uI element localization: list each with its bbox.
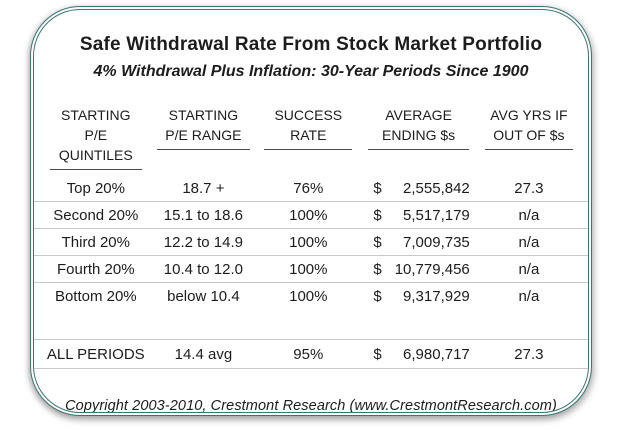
cell-average-ending-value: 6,980,717: [403, 345, 470, 363]
column-header-line2: RATE: [290, 127, 327, 143]
table-card-inner-border: Safe Withdrawal Rate From Stock Market P…: [33, 9, 589, 413]
cell-average-ending: $ 9,317,929: [359, 283, 477, 310]
table-card: Safe Withdrawal Rate From Stock Market P…: [30, 6, 592, 416]
column-header-line2: QUINTILES: [58, 147, 133, 163]
dollar-sign: $: [373, 233, 382, 251]
cell-avg-yrs-out: n/a: [518, 260, 540, 278]
dollar-sign: $: [373, 288, 382, 305]
cell-pe-range: 12.2 to 14.9: [163, 233, 243, 251]
column-header-line1: STARTING P/E: [61, 107, 131, 143]
dollar-sign: $: [373, 345, 382, 363]
cell-average-ending-value: 2,555,842: [403, 179, 470, 197]
column-header-line1: AVERAGE: [385, 107, 452, 123]
cell-success-rate: 100%: [289, 288, 328, 305]
dollar-sign: $: [373, 179, 382, 197]
cell-pe-range: 14.4 avg: [174, 345, 233, 363]
data-table: STARTING P/E QUINTILES STARTING P/E RANG…: [34, 105, 588, 369]
cell-average-ending-value: 10,779,456: [394, 260, 470, 278]
table-row-bottom-20: Bottom 20% below 10.4 100% $ 9,317,929 n…: [34, 283, 588, 310]
copyright-text: Copyright 2003-2010, Crestmont Research …: [65, 398, 557, 413]
cell-success-rate: 76%: [293, 179, 324, 197]
cell-pe-range: 18.7 +: [182, 179, 225, 197]
cell-average-ending-value: 9,317,929: [403, 288, 470, 305]
table-row-top-20: Top 20% 18.7 + 76% $ 2,555,842 27.3: [34, 175, 588, 202]
column-header-line1: SUCCESS: [274, 107, 343, 123]
spacer-row: [34, 310, 588, 339]
column-header-avg-yrs-out: AVG YRS IF OUT OF $s: [478, 105, 580, 170]
cell-pe-range: 10.4 to 12.0: [163, 260, 243, 278]
cell-average-ending-value: 7,009,735: [403, 233, 470, 251]
cell-quintile: Fourth 20%: [57, 260, 135, 278]
cell-average-ending: $ 5,517,179: [359, 202, 477, 229]
table-row-all-periods: ALL PERIODS 14.4 avg 95% $ 6,980,717 27.…: [34, 339, 588, 369]
cell-quintile: Top 20%: [66, 179, 125, 197]
cell-average-ending: $ 6,980,717: [359, 341, 477, 368]
column-header-line1: AVG YRS IF: [490, 107, 568, 123]
cell-success-rate: 100%: [289, 260, 328, 278]
cell-quintile: Third 20%: [61, 233, 130, 251]
cell-quintile: Bottom 20%: [54, 288, 137, 305]
cell-average-ending: $ 2,555,842: [359, 175, 477, 202]
column-header-line2: ENDING $s: [382, 127, 456, 143]
column-header-quintiles: STARTING P/E QUINTILES: [42, 105, 150, 170]
cell-avg-yrs-out: n/a: [518, 288, 540, 305]
table-row-fourth-20: Fourth 20% 10.4 to 12.0 100% $ 10,779,45…: [34, 256, 588, 283]
cell-quintile: Second 20%: [53, 206, 139, 224]
cell-quintile: ALL PERIODS: [46, 345, 145, 363]
cell-success-rate: 100%: [289, 233, 328, 251]
cell-avg-yrs-out: 27.3: [514, 179, 544, 197]
cell-avg-yrs-out: 27.3: [514, 345, 544, 363]
column-header-success-rate: SUCCESS RATE: [257, 105, 359, 170]
cell-avg-yrs-out: n/a: [518, 233, 540, 251]
cell-success-rate: 95%: [293, 345, 324, 363]
cell-pe-range: below 10.4: [167, 288, 240, 305]
column-header-line2: P/E RANGE: [165, 127, 242, 143]
table-header-row: STARTING P/E QUINTILES STARTING P/E RANG…: [34, 105, 588, 170]
chart-subtitle: 4% Withdrawal Plus Inflation: 30-Year Pe…: [93, 63, 529, 80]
column-header-line1: STARTING: [168, 107, 239, 123]
cell-average-ending: $ 7,009,735: [359, 229, 477, 256]
dollar-sign: $: [373, 260, 382, 278]
column-header-average-ending: AVERAGE ENDING $s: [359, 105, 477, 170]
cell-average-ending: $ 10,779,456: [359, 256, 477, 283]
cell-pe-range: 15.1 to 18.6: [163, 206, 243, 224]
chart-title: Safe Withdrawal Rate From Stock Market P…: [79, 34, 543, 55]
cell-avg-yrs-out: n/a: [518, 206, 540, 224]
cell-success-rate: 100%: [289, 206, 328, 224]
column-header-pe-range: STARTING P/E RANGE: [150, 105, 258, 170]
table-row-second-20: Second 20% 15.1 to 18.6 100% $ 5,517,179…: [34, 202, 588, 229]
column-header-line2: OUT OF $s: [493, 127, 565, 143]
table-row-third-20: Third 20% 12.2 to 14.9 100% $ 7,009,735 …: [34, 229, 588, 256]
cell-average-ending-value: 5,517,179: [403, 206, 470, 224]
dollar-sign: $: [373, 206, 382, 224]
